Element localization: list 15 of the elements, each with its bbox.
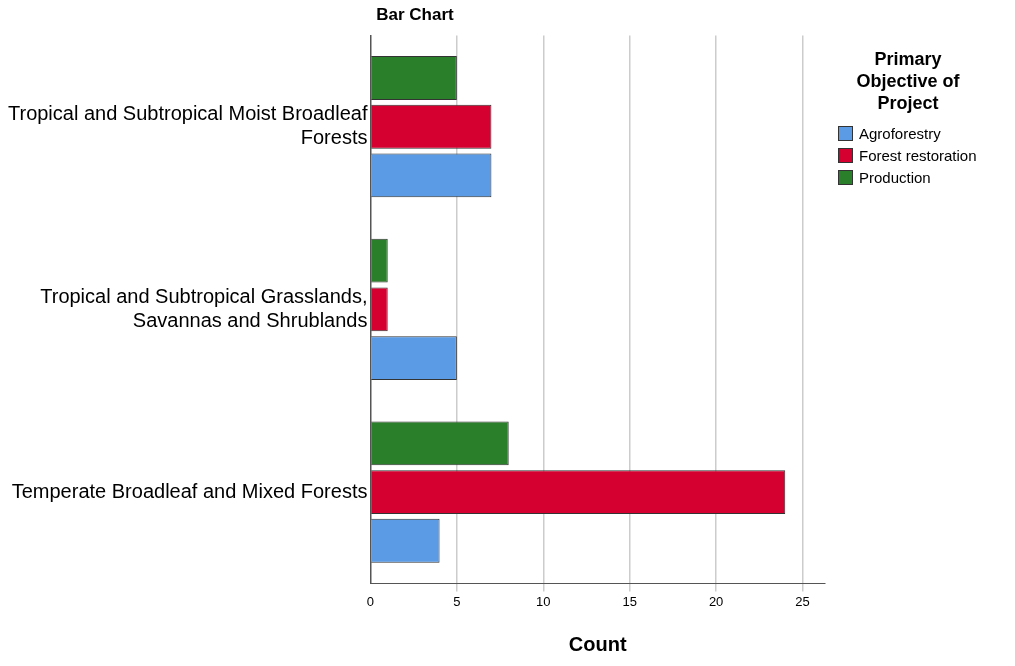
legend-label: Production: [859, 168, 931, 186]
legend-label: Agroforestry: [859, 124, 941, 142]
x-tick-label: 25: [795, 593, 810, 609]
legend-title: Primary Objective of Project: [855, 48, 961, 114]
y-tick-label: Temperate Broadleaf and Mixed Forests: [11, 479, 368, 502]
legend-label: Forest restoration: [859, 146, 977, 164]
x-tick-label: 20: [708, 593, 724, 609]
x-tick-label: 0: [366, 593, 375, 609]
chart-title: Bar Chart: [376, 4, 455, 24]
x-tick-label: 10: [536, 593, 551, 609]
y-tick-label: Tropical and Subtropical Grasslands, Savannas and Shrublands: [40, 284, 368, 331]
x-tick-label: 15: [622, 593, 637, 609]
y-tick-label: Tropical and Subtropical Moist Broadleaf Forests: [7, 102, 368, 149]
x-axis-title: Count: [568, 632, 627, 655]
x-tick-label: 5: [453, 593, 461, 609]
